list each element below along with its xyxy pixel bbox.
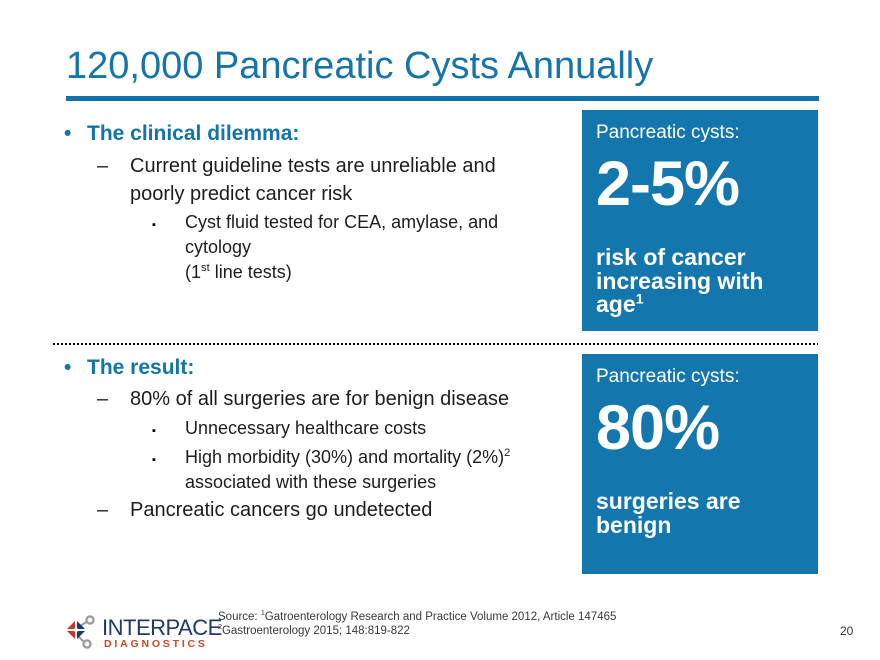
result-sub-2: ▪ High morbidity (30%) and mortality (2%…: [63, 445, 510, 495]
interpace-logo-icon: [66, 615, 95, 649]
callout-benign-surgeries: Pancreatic cysts: 80% surgeries are beni…: [582, 354, 818, 574]
page-number: 20: [840, 624, 854, 638]
section-result: • The result: – 80% of all surgeries are…: [63, 356, 568, 526]
bullet-icon: •: [64, 356, 72, 379]
source-line-2: 2Gastroenterology 2015; 148:819-822: [218, 623, 410, 637]
result-point-1-text: 80% of all surgeries are for benign dise…: [130, 388, 510, 410]
dotted-divider: [53, 343, 818, 345]
callout-top-label: Pancreatic cysts:: [596, 122, 740, 143]
result-point-1: – 80% of all surgeries are for benign di…: [63, 385, 509, 413]
result-heading: The result:: [87, 356, 195, 379]
clinical-point-1-line-2: poorly predict cancer risk: [130, 183, 353, 205]
superscript-2: 2: [504, 447, 511, 459]
brand-name: INTERPACE: [102, 615, 222, 640]
dash-icon: –: [97, 388, 109, 410]
source-line-1: Source: 1Gatroenterology Research and Pr…: [218, 609, 617, 623]
result-sub-1: ▪ Unnecessary healthcare costs: [63, 416, 426, 441]
dash-icon: –: [97, 499, 109, 521]
result-point-2-text: Pancreatic cancers go undetected: [130, 499, 433, 521]
square-bullet-icon: ▪: [152, 454, 156, 466]
callout-bottom-desc: surgeries are benign: [596, 488, 741, 538]
callout-bottom-label: Pancreatic cysts:: [596, 366, 740, 387]
callout-cancer-risk: Pancreatic cysts: 2-5% risk of cancer in…: [582, 110, 818, 331]
result-sub-2-line-2: associated with these surgeries: [185, 472, 437, 492]
callout-bottom-stat: 80%: [596, 393, 720, 463]
page-title: 120,000 Pancreatic Cysts Annually: [66, 45, 654, 87]
source-citations: Source: 1Gatroenterology Research and Pr…: [218, 610, 616, 638]
result-heading-row: • The result:: [63, 356, 194, 380]
clinical-sub-1-line-2: (1st line tests): [185, 262, 292, 282]
superscript-1: 1: [260, 609, 265, 618]
result-point-2: – Pancreatic cancers go undetected: [63, 496, 432, 524]
result-sub-1-text: Unnecessary healthcare costs: [185, 418, 427, 438]
clinical-sub-1-line-1: Cyst fluid tested for CEA, amylase, and …: [185, 212, 499, 257]
clinical-point-1-line-1: Current guideline tests are unreliable a…: [130, 155, 496, 177]
clinical-heading-row: • The clinical dilemma:: [63, 122, 299, 146]
section-clinical-dilemma: • The clinical dilemma: – Current guidel…: [63, 122, 568, 282]
superscript-st: st: [201, 262, 210, 274]
result-sub-2-line-1: High morbidity (30%) and mortality (2%)2: [185, 447, 511, 467]
clinical-point-1: – Current guideline tests are unreliable…: [63, 152, 496, 208]
title-rule: [66, 96, 819, 101]
superscript-1: 1: [635, 291, 644, 308]
square-bullet-icon: ▪: [152, 425, 156, 437]
bullet-icon: •: [64, 122, 72, 145]
callout-top-desc: risk of cancer increasing with age1: [596, 244, 764, 317]
brand-subtitle: DIAGNOSTICS: [104, 638, 208, 650]
square-bullet-icon: ▪: [152, 219, 156, 231]
superscript-2: 2: [218, 623, 222, 632]
callout-top-stat: 2-5%: [596, 149, 740, 219]
dash-icon: –: [97, 155, 109, 177]
clinical-sub-1: ▪ Cyst fluid tested for CEA, amylase, an…: [63, 210, 568, 285]
clinical-heading: The clinical dilemma:: [87, 122, 300, 145]
